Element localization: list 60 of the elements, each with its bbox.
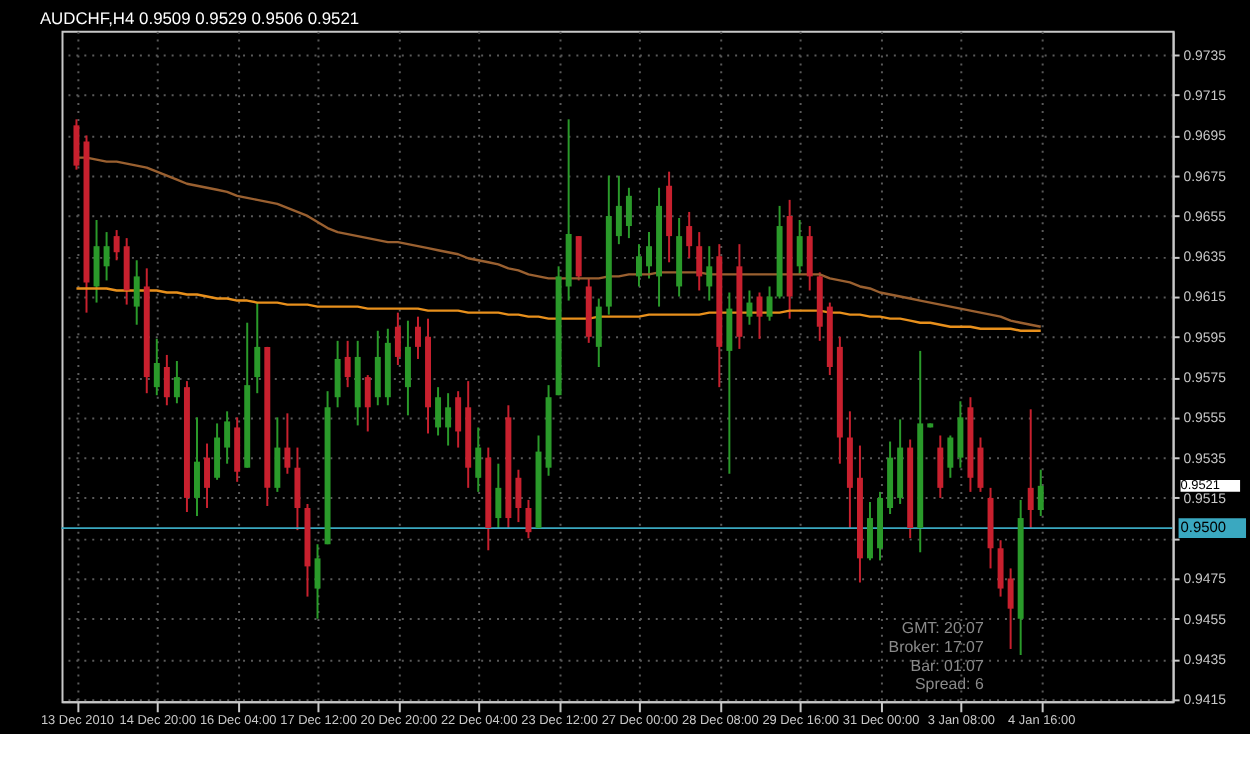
candlestick (706, 245, 713, 302)
candlestick (615, 174, 622, 246)
candlestick (625, 186, 632, 240)
candlestick (435, 386, 442, 437)
candlestick (364, 374, 371, 433)
candlestick (214, 422, 221, 481)
candlestick (103, 231, 110, 282)
candlestick (686, 210, 693, 260)
candlestick (404, 319, 411, 417)
candlestick (73, 118, 80, 171)
candlestick (525, 498, 532, 540)
candlestick (495, 462, 502, 530)
candlestick (746, 289, 753, 326)
candlestick (947, 434, 954, 479)
annotation: Spread: 6 (915, 675, 985, 694)
candlestick (796, 219, 803, 276)
candlestick (997, 539, 1004, 598)
candlestick (93, 219, 100, 304)
annotation: Bar: 01:07 (910, 656, 984, 675)
candlestick (163, 353, 170, 407)
candlestick (726, 291, 733, 475)
candlestick (334, 339, 341, 409)
candlestick (1027, 408, 1034, 530)
candlestick (153, 337, 160, 397)
candlestick (806, 225, 813, 292)
candlestick (696, 231, 703, 292)
candlestick (254, 301, 261, 395)
candlestick (344, 339, 351, 389)
candlestick (766, 285, 773, 322)
candlestick (445, 392, 452, 447)
candlestick (113, 229, 120, 262)
candlestick (224, 410, 231, 465)
candlestick (374, 329, 381, 407)
candlestick (284, 412, 291, 475)
candlestick (123, 237, 130, 306)
candlestick (133, 259, 140, 326)
candlestick (314, 543, 321, 620)
candlestick (294, 446, 301, 532)
annotation: GMT: 20:07 (901, 618, 984, 637)
candlestick (173, 359, 180, 405)
chart-title: AUDCHF,H4 0.9509 0.9529 0.9506 0.9521 (39, 7, 360, 28)
candlestick (1007, 567, 1014, 650)
candlestick (957, 400, 964, 469)
candlestick (204, 442, 211, 509)
candlestick (455, 390, 462, 449)
candlestick (194, 416, 200, 518)
candlestick (515, 468, 522, 524)
candlestick (937, 434, 944, 499)
candlestick (394, 311, 401, 366)
candlestick (1037, 468, 1044, 518)
candlestick (646, 231, 652, 280)
candlestick (595, 297, 602, 368)
candlestick (415, 315, 421, 360)
candlestick (274, 416, 281, 493)
candlestick (475, 426, 482, 493)
candlestick (575, 235, 582, 282)
candlestick (867, 500, 873, 562)
candlestick (234, 416, 241, 483)
candlestick (635, 243, 642, 288)
annotation: Broker: 17:07 (888, 637, 984, 656)
